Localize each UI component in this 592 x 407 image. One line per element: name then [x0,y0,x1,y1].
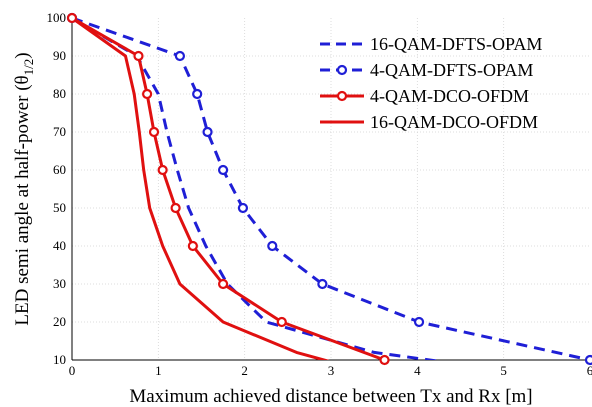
y-tick-label: 20 [53,314,66,329]
x-tick-label: 2 [241,363,248,378]
series-layer [72,18,590,360]
y-tick-label: 60 [53,162,66,177]
legend: 16-QAM-DFTS-OPAM 4-QAM-DFTS-OPAM 4-QAM-DCO… [320,34,542,132]
y-tick-label: 50 [53,200,66,215]
legend-marker-2 [336,64,348,76]
y-axis-title-main: LED semi angle at half-power (θ [12,75,33,325]
series-3-point [148,126,160,138]
x-tick-label: 0 [69,363,76,378]
series-line-1 [72,18,441,360]
y-tick-label: 40 [53,238,66,253]
series-line-3 [72,18,386,360]
series-3-point [217,278,229,290]
x-tick-label: 4 [414,363,421,378]
legend-marker-3 [336,90,348,102]
series-2-point [202,126,213,138]
series-2-point [237,202,249,214]
marker-layer [66,12,592,366]
y-tick-label: 10 [53,352,66,367]
y-axis-title-close: ) [12,52,33,58]
series-3-point [157,164,168,176]
series-2-point [192,88,203,100]
legend-label-2: 4-QAM-DFTS-OPAM [370,60,533,80]
x-tick-label: 3 [328,363,335,378]
x-tick-label: 1 [155,363,162,378]
y-axis-title-subscript: 1/2 [21,59,36,76]
series-2-point [584,354,592,366]
series-line-2 [72,18,590,360]
series-3-point [170,202,181,214]
series-3-point [276,316,287,328]
y-tick-label: 100 [47,10,67,25]
x-tick-label: 6 [587,363,592,378]
series-2-point [267,240,278,252]
series-2-point [174,50,186,62]
axes: 0 1 2 3 4 5 6 10 20 30 40 50 60 70 80 90 100 [47,10,592,378]
series-line-4 [72,18,330,360]
y-axis-title: LED semi angle at half-power (θ1/2) [12,52,36,325]
legend-label-3: 4-QAM-DCO-OFDM [370,86,529,106]
series-3-point [66,12,78,24]
legend-label-1: 16-QAM-DFTS-OPAM [370,34,542,54]
x-tick-label: 5 [500,363,507,378]
series-2-point [317,278,328,290]
series-3-point [142,88,153,100]
grid [72,18,590,360]
y-tick-label: 80 [53,86,66,101]
series-2-point [413,316,425,328]
series-3-point [187,240,198,252]
y-tick-label: 90 [53,48,66,63]
series-3-point [133,50,144,62]
series-3-point [379,354,390,366]
legend-label-4: 16-QAM-DCO-OFDM [370,112,538,132]
x-axis-title: Maximum achieved distance between Tx and… [129,386,532,407]
y-tick-label: 30 [53,276,66,291]
series-2-point [217,164,229,176]
y-tick-label: 70 [53,124,66,139]
